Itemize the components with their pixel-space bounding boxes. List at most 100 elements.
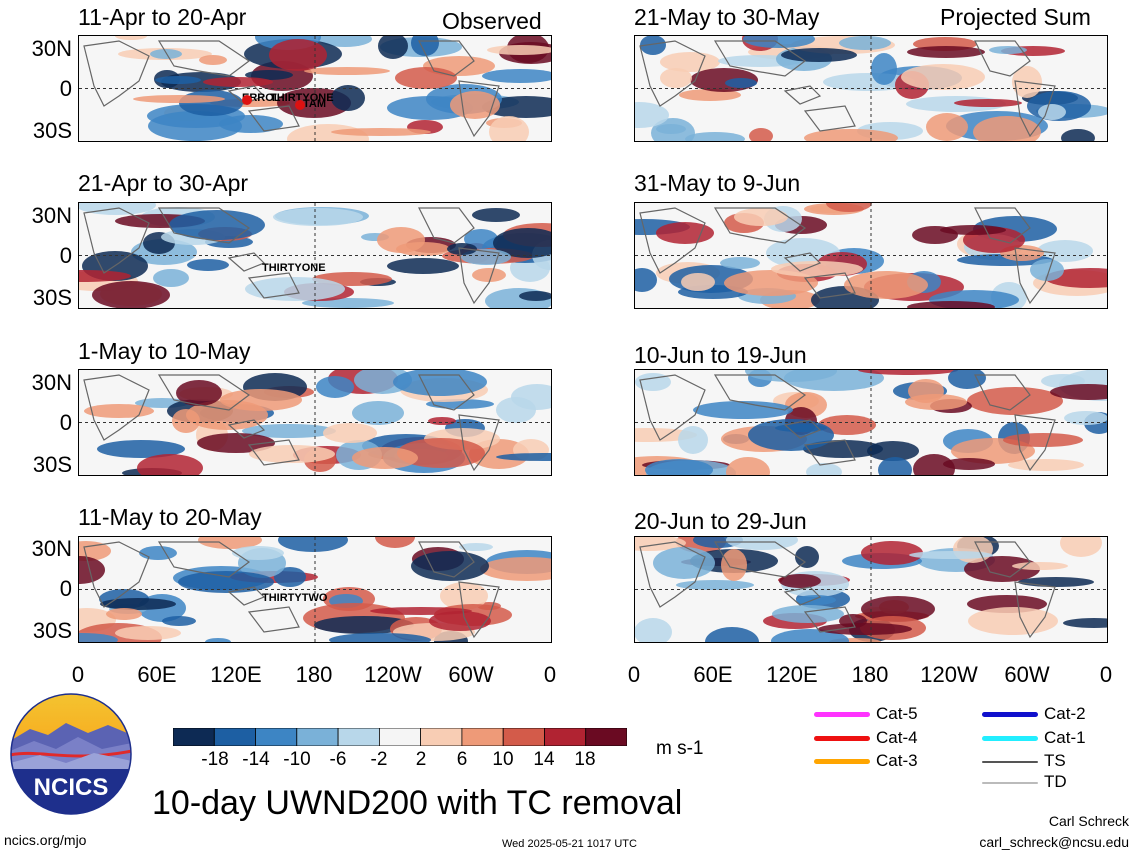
- coastline: [803, 272, 856, 299]
- anomaly-blob: [249, 445, 335, 463]
- uwnd-map-l0: [79, 36, 551, 141]
- ncics-logo-text: NCICS: [34, 774, 109, 801]
- anomaly-blob: [115, 36, 147, 40]
- anomaly-blob: [79, 556, 105, 584]
- anomaly-blob: [779, 574, 821, 588]
- coastline: [227, 419, 266, 439]
- anomaly-blob: [133, 95, 225, 103]
- legend-line-ts: [982, 760, 1038, 763]
- anomaly-blob: [169, 210, 265, 240]
- anomaly-blob: [804, 129, 898, 141]
- anomaly-blob: [150, 49, 182, 59]
- xlab-r-60e: 60E: [693, 662, 733, 687]
- anomaly-blob: [901, 64, 985, 90]
- anomaly-blob: [329, 633, 431, 642]
- colorbar-box-9: [544, 727, 587, 747]
- cb-tick-0: -18: [201, 749, 229, 770]
- coastline: [974, 374, 1031, 411]
- anomaly-blob: [907, 46, 985, 58]
- anomaly-blob: [858, 370, 958, 375]
- coastline: [783, 586, 822, 606]
- coastline: [227, 586, 266, 606]
- coastline: [418, 40, 475, 77]
- anomaly-blob: [411, 551, 489, 581]
- anomaly-blob: [278, 537, 348, 552]
- storm-label-thirtytwo: THIRTYTWO: [262, 592, 328, 604]
- anomaly-blob: [176, 380, 222, 406]
- anomaly-blob: [1064, 411, 1107, 425]
- ylab-eq-2: 0: [59, 410, 72, 435]
- colorbar-boxes: [172, 727, 628, 747]
- ylab-30n-0: 30N: [31, 36, 72, 61]
- anomaly-blob: [678, 426, 708, 454]
- anomaly-blob: [429, 611, 491, 631]
- anomaly-blob: [198, 537, 262, 549]
- panel-title-r1: 31-May to 9-Jun: [634, 170, 801, 196]
- footer-url[interactable]: ncics.org/mjo: [4, 832, 87, 848]
- anomaly-blob: [199, 55, 227, 65]
- anomaly-blob: [818, 415, 876, 435]
- xlab-r-60w: 60W: [1004, 662, 1050, 687]
- uwnd-map-r2: [635, 370, 1107, 475]
- xlab-l-120w: 120W: [364, 662, 422, 687]
- panel-title-l3: 11-May to 20-May: [78, 504, 262, 530]
- anomaly-blob: [635, 618, 672, 642]
- uwnd-map-r0: [635, 36, 1107, 141]
- xlab-l-360: 0: [543, 662, 557, 687]
- anomaly-blob: [818, 623, 912, 635]
- anomaly-blob: [79, 633, 118, 642]
- coastline: [639, 541, 706, 608]
- anomaly-blob: [269, 39, 327, 71]
- anomaly-blob: [1050, 384, 1107, 400]
- ylab-eq-1: 0: [59, 243, 72, 268]
- uwnd-map-l3: [79, 537, 551, 642]
- anomaly-blob: [393, 370, 487, 396]
- coastline: [783, 85, 822, 105]
- anomaly-blob: [459, 543, 493, 551]
- anomaly-blob: [489, 116, 529, 141]
- storm-label-thirtyone-0: THIRTYONE: [270, 92, 334, 104]
- colorbar-box-8: [502, 727, 545, 747]
- coastline: [83, 541, 150, 608]
- storm-label-tam: TAM: [303, 98, 327, 110]
- anomaly-blob: [973, 116, 1041, 141]
- anomaly-blob: [115, 626, 181, 640]
- legend-cat1: Cat-1: [982, 729, 1086, 746]
- colorbar-box-6: [420, 727, 463, 747]
- ylab-30n-1: 30N: [31, 203, 72, 228]
- colorbar-box-10: [585, 727, 628, 747]
- coastline: [247, 105, 300, 132]
- anomaly-blob: [162, 616, 196, 626]
- coastline: [418, 207, 475, 244]
- coastline: [713, 541, 807, 578]
- anomaly-blob: [839, 614, 867, 628]
- coastline: [418, 374, 475, 411]
- legend-line-cat3: [814, 759, 870, 765]
- anomaly-blob: [967, 387, 1063, 415]
- projected-sum-label: Projected Sum: [940, 4, 1091, 30]
- storm-label-thirtyone-1: THIRTYONE: [262, 262, 326, 274]
- coastline: [247, 439, 300, 466]
- anomaly-blob: [79, 270, 131, 282]
- colorbar-box-7: [461, 727, 504, 747]
- map-panel-l2: [78, 369, 552, 476]
- anomaly-blob: [205, 638, 231, 642]
- anomaly-blob: [861, 541, 923, 565]
- footer-author: Carl Schreck: [1048, 813, 1129, 829]
- map-panel-l1: [78, 202, 552, 309]
- anomaly-blob: [79, 203, 156, 215]
- panel-title-r0: 21-May to 30-May: [634, 4, 820, 30]
- xlab-r-120w: 120W: [920, 662, 978, 687]
- colorbar-units: m s-1: [656, 738, 704, 759]
- footer-email[interactable]: carl_schreck@ncsu.edu: [979, 834, 1129, 850]
- anomaly-blob: [464, 229, 498, 249]
- anomaly-blob: [964, 556, 1040, 582]
- coastline: [713, 374, 807, 411]
- anomaly-blob: [203, 77, 273, 87]
- coastline: [639, 374, 706, 441]
- anomaly-blob: [943, 458, 995, 470]
- anomaly-blob: [1008, 459, 1084, 471]
- ylab-30n-2: 30N: [31, 370, 72, 395]
- colorbar-box-0: [172, 727, 215, 747]
- legend-line-cat5: [814, 712, 870, 718]
